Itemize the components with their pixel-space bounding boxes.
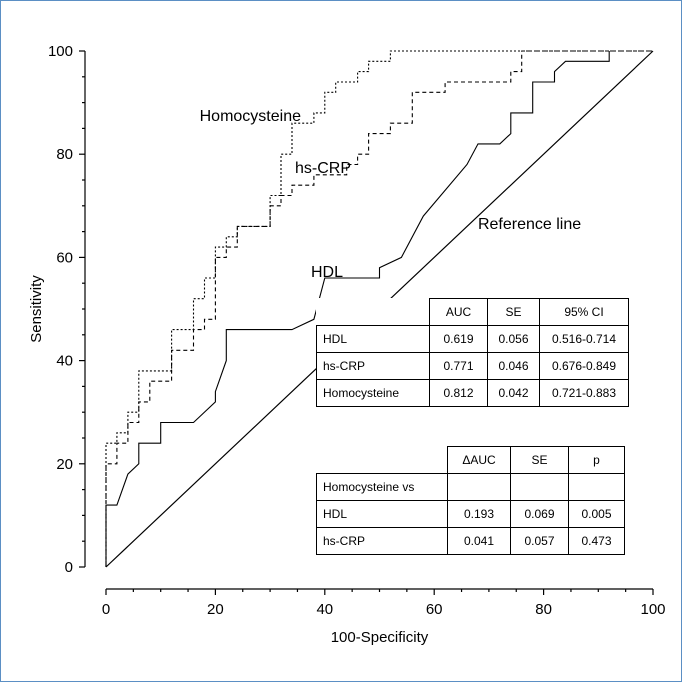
table-row: HDL 0.619 0.056 0.516-0.714 [316,325,629,353]
x-tick-label: 80 [535,601,552,618]
table-row: hs-CRP 0.771 0.046 0.676-0.849 [316,352,629,380]
series-line-hs-crp [105,50,653,567]
auc-header-se: SE [487,298,540,326]
ci-value: 0.721-0.883 [539,379,629,407]
p-value: 0.005 [568,500,625,528]
series-label-hs-crp: hs-CRP [295,160,351,177]
series-label-hdl: HDL [311,264,343,281]
auc-header-auc: AUC [429,298,488,326]
auc-table-header: AUC SE 95% CI [317,298,629,326]
series-line-homocysteine [105,50,653,567]
cmp-row-label: hs-CRP [316,527,448,555]
series-line-hdl [105,51,610,567]
cmp-header-blank [317,447,448,474]
delta-auc-value: 0.041 [447,527,511,555]
auc-row-label: HDL [316,325,430,353]
delta-auc-value: 0.193 [447,500,511,528]
x-tick-label: 0 [102,601,110,618]
table-row: HDL 0.193 0.069 0.005 [316,500,625,528]
series-label-homocysteine: Homocysteine [200,108,301,125]
cmp-header-p: p [568,446,625,474]
series-group [105,50,653,567]
comparison-table-header: ΔAUC SE p [317,446,625,474]
y-tick-label: 60 [56,249,73,266]
x-tick-label: 20 [207,601,224,618]
auc-value: 0.812 [429,379,488,407]
se-value: 0.046 [487,352,540,380]
table-row: Homocysteine 0.812 0.042 0.721-0.883 [316,379,629,407]
se-value: 0.057 [510,527,569,555]
ci-value: 0.676-0.849 [539,352,629,380]
x-axis-title: 100-Specificity [331,629,429,646]
x-tick-label: 60 [426,601,443,618]
se-value: 0.056 [487,325,540,353]
ticks: 0 20 40 60 80 100 0 20 40 60 80 100 [48,43,666,618]
auc-value: 0.771 [429,352,488,380]
se-value: 0.069 [510,500,569,528]
p-value: 0.473 [568,527,625,555]
auc-row-label: Homocysteine [316,379,430,407]
series-labels: Homocysteine hs-CRP HDL [200,108,351,281]
table-row: hs-CRP 0.041 0.057 0.473 [316,527,625,555]
auc-row-label: hs-CRP [316,352,430,380]
ci-value: 0.516-0.714 [539,325,629,353]
se-value: 0.042 [487,379,540,407]
y-axis-title: Sensitivity [28,275,45,343]
y-tick-label: 100 [48,43,73,60]
auc-table: AUC SE 95% CI HDL 0.619 0.056 0.516-0.71… [316,298,629,407]
y-tick-label: 0 [65,559,73,576]
empty-cell [447,473,511,501]
cmp-row-label: HDL [316,500,448,528]
y-tick-label: 40 [56,353,73,370]
cmp-group-label: Homocysteine vs [316,473,448,501]
comparison-table: ΔAUC SE p Homocysteine vs HDL 0.193 0.06… [316,446,625,555]
table-row: Homocysteine vs [316,473,625,501]
cmp-header-delta-auc: ΔAUC [447,446,511,474]
auc-header-blank [317,299,430,326]
cmp-header-se: SE [510,446,569,474]
empty-cell [510,473,569,501]
reference-line-label: Reference line [478,216,581,233]
auc-header-ci: 95% CI [539,298,629,326]
y-tick-label: 80 [56,146,73,163]
auc-value: 0.619 [429,325,488,353]
x-tick-label: 40 [316,601,333,618]
x-tick-label: 100 [640,601,665,618]
empty-cell [568,473,625,501]
y-tick-label: 20 [56,456,73,473]
